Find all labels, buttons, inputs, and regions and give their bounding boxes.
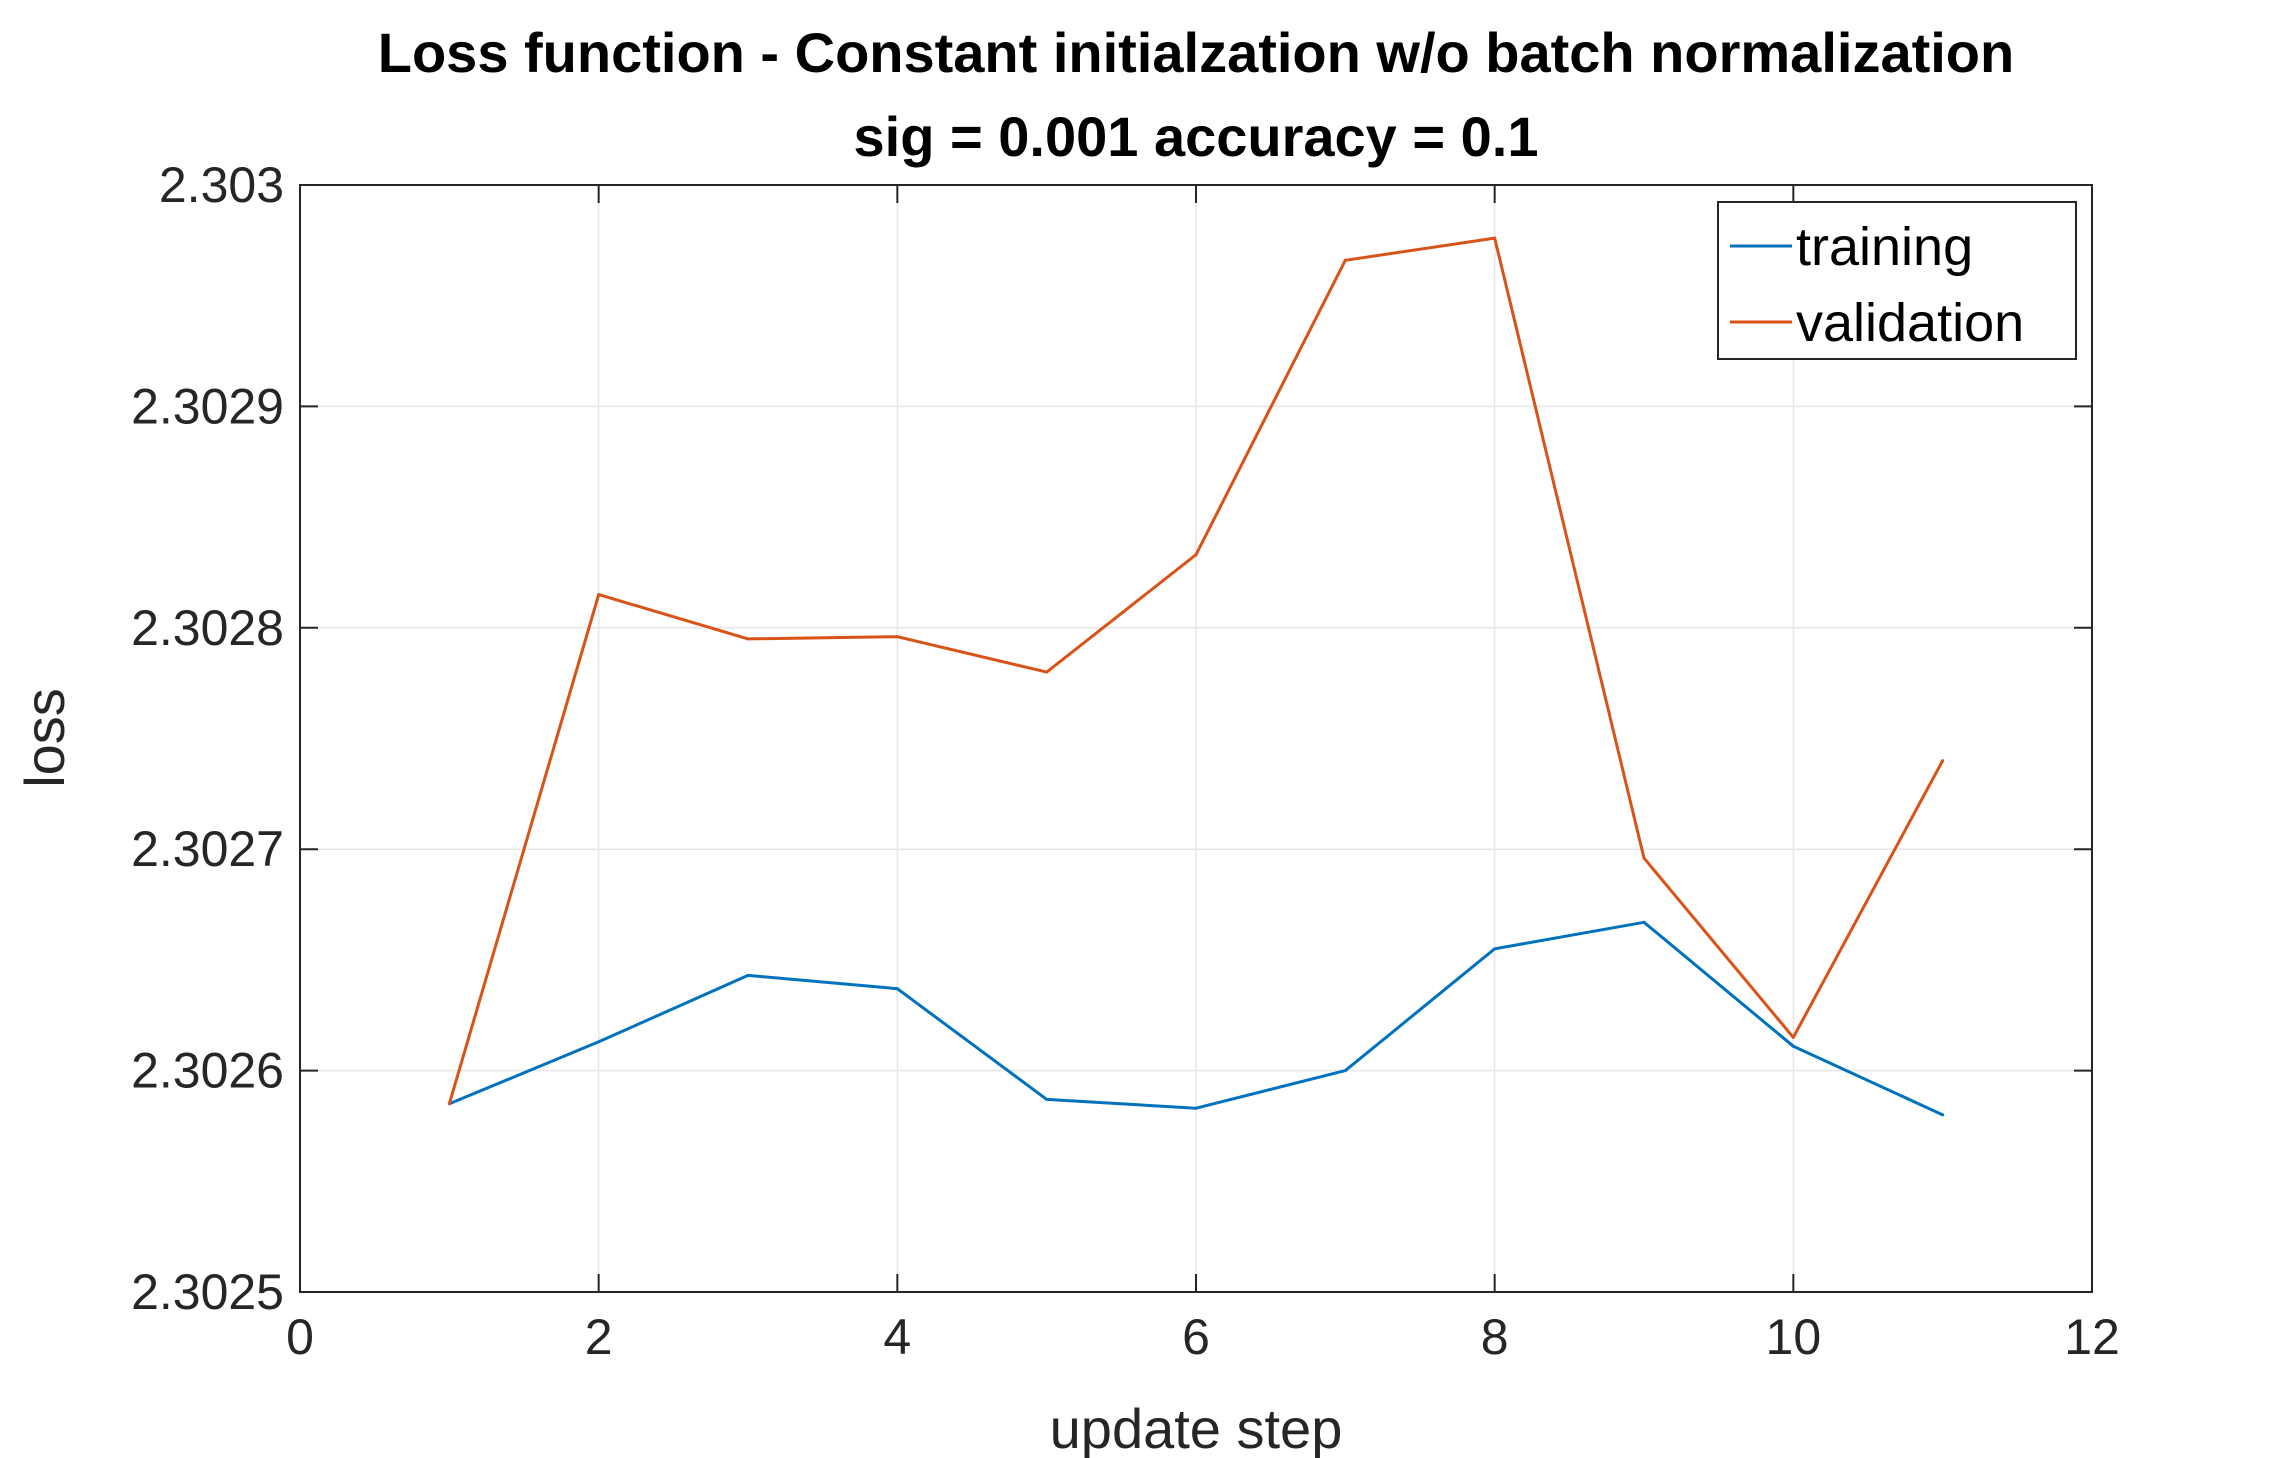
data-point-training — [1343, 1069, 1347, 1073]
legend-label-training: training — [1796, 217, 1973, 277]
data-point-validation — [746, 637, 750, 641]
legend-box — [1717, 201, 2077, 360]
axis-ticks: 0 2 4 6 8 10 12 2.3025 2.3026 2.3027 2.3028 2.3029 2… — [131, 157, 2120, 1365]
y-tick-label: 2.3028 — [131, 600, 284, 656]
x-tick-label: 4 — [883, 1309, 911, 1365]
chart-title: Loss function - Constant initialzation w… — [378, 21, 2014, 84]
data-point-training — [746, 973, 750, 977]
data-point-training — [1791, 1044, 1795, 1048]
data-point-validation — [597, 593, 601, 597]
data-point-validation — [1493, 236, 1497, 240]
x-tick-label: 0 — [286, 1309, 314, 1365]
data-point-training — [1194, 1106, 1198, 1110]
x-tick-label: 6 — [1182, 1309, 1210, 1365]
data-point-validation — [1045, 670, 1049, 674]
y-tick-label: 2.3026 — [131, 1043, 284, 1099]
y-tick-label: 2.303 — [159, 157, 284, 213]
x-tick-label: 12 — [2064, 1309, 2120, 1365]
legend: training validation — [1717, 201, 2077, 360]
y-axis-label: loss — [13, 688, 76, 788]
data-point-training — [1493, 947, 1497, 951]
y-tick-label: 2.3027 — [131, 821, 284, 877]
data-point-validation — [1941, 759, 1945, 763]
x-tick-label: 8 — [1481, 1309, 1509, 1365]
chart-subtitle: sig = 0.001 accuracy = 0.1 — [854, 105, 1539, 168]
x-tick-label: 2 — [585, 1309, 613, 1365]
series-lines — [447, 236, 1945, 1117]
data-point-validation — [1791, 1035, 1795, 1039]
legend-label-validation: validation — [1796, 293, 2024, 353]
data-point-training — [597, 1040, 601, 1044]
data-point-training — [1941, 1113, 1945, 1117]
data-point-training — [1045, 1097, 1049, 1101]
data-point-validation — [895, 635, 899, 639]
data-point-training — [895, 987, 899, 991]
data-point-validation — [447, 1102, 451, 1106]
data-point-training — [1642, 920, 1646, 924]
data-point-validation — [1642, 856, 1646, 860]
data-point-validation — [1343, 258, 1347, 262]
x-tick-label: 10 — [1766, 1309, 1822, 1365]
x-axis-label: update step — [1050, 1397, 1343, 1458]
data-point-validation — [1194, 553, 1198, 557]
y-tick-label: 2.3025 — [131, 1264, 284, 1320]
y-tick-label: 2.3029 — [131, 378, 284, 434]
